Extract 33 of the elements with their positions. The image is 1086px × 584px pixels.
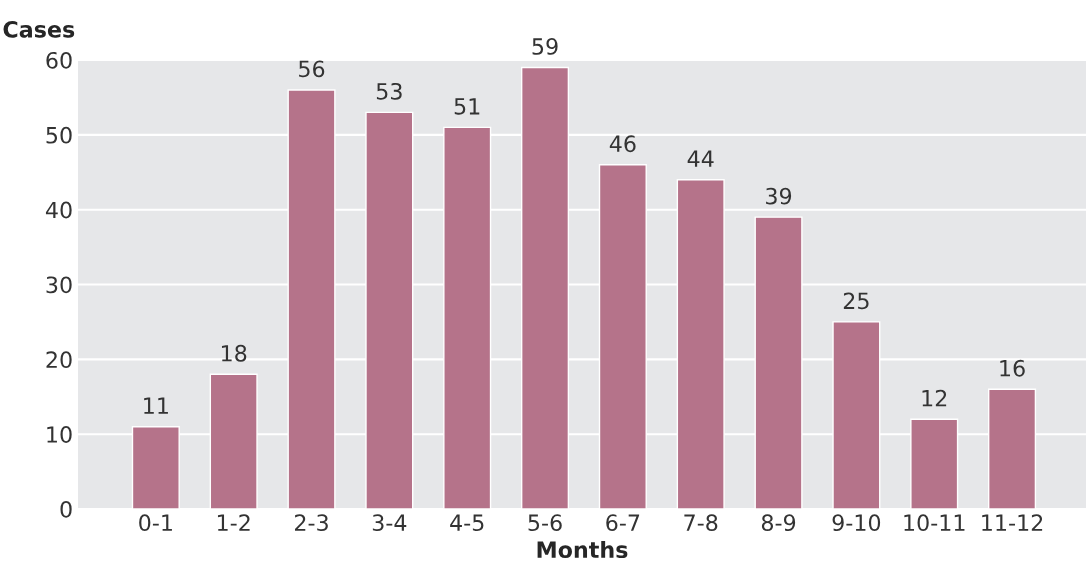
data-label: 12 xyxy=(922,389,947,407)
data-label: 53 xyxy=(376,82,402,100)
data-label: 16 xyxy=(1000,359,1025,377)
data-label: 59 xyxy=(532,38,558,55)
x-tick-label: 9-10 xyxy=(832,514,881,532)
data-label: 39 xyxy=(766,187,792,205)
x-tick-label: 6-7 xyxy=(606,514,640,532)
data-label: 11 xyxy=(144,397,168,414)
data-label: 51 xyxy=(454,98,480,115)
y-tick-label: 60 xyxy=(46,51,72,69)
data-label: 44 xyxy=(687,150,714,167)
x-tick-label: 0-1 xyxy=(139,514,172,532)
data-label: 18 xyxy=(221,344,247,362)
data-label: 25 xyxy=(843,292,869,310)
y-tick-label: 10 xyxy=(47,426,72,443)
y-axis-title: Cases xyxy=(3,20,75,38)
x-tick-label: 2-3 xyxy=(294,514,328,532)
y-tick-label: 20 xyxy=(46,351,72,369)
y-tick-label: 30 xyxy=(46,276,72,294)
x-tick-label: 5-6 xyxy=(528,514,562,532)
y-tick-label: 40 xyxy=(45,201,72,219)
x-tick-label: 3-4 xyxy=(372,514,407,532)
y-tick-label: 50 xyxy=(46,126,72,144)
x-tick-label: 10-11 xyxy=(904,514,965,532)
y-tick-label: 0 xyxy=(60,500,72,518)
x-tick-label: 7-8 xyxy=(684,514,718,532)
x-tick-label: 1-2 xyxy=(217,514,250,531)
x-axis-title: Months xyxy=(537,540,628,559)
x-tick-label: 11-12 xyxy=(982,514,1043,531)
x-tick-label: 8-9 xyxy=(761,514,796,532)
data-label: 46 xyxy=(609,135,636,153)
data-label: 56 xyxy=(299,60,325,78)
x-tick-label: 4-5 xyxy=(450,514,484,532)
